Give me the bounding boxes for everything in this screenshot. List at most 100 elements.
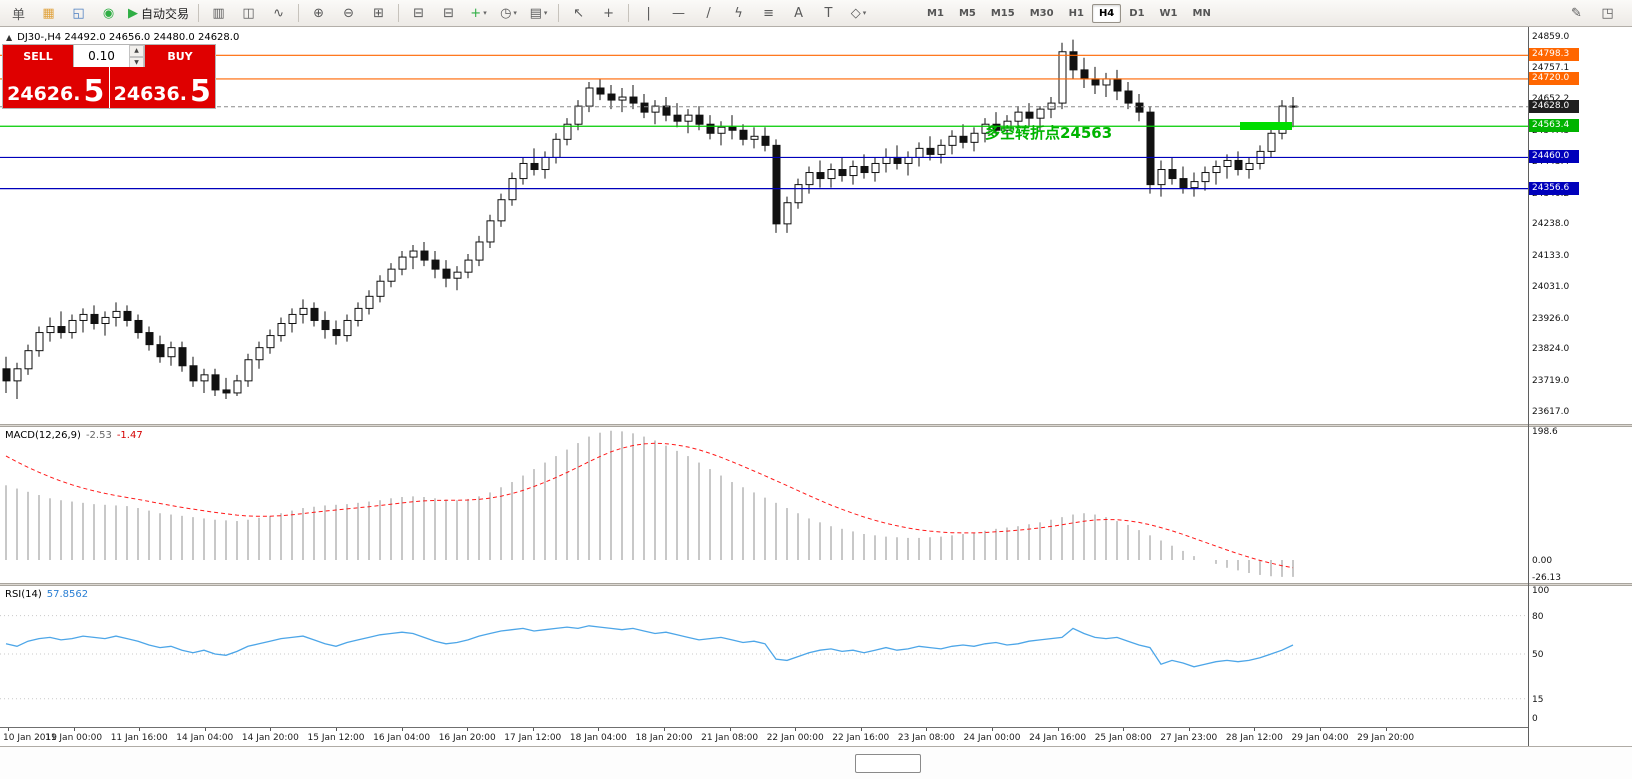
buy-price-button[interactable]: 24636. 5 bbox=[109, 67, 215, 108]
sell-price-button[interactable]: 24626. 5 bbox=[3, 67, 109, 108]
timeframe-d1[interactable]: D1 bbox=[1129, 7, 1145, 19]
time-tick bbox=[1188, 728, 1190, 731]
rsi-level-lines bbox=[0, 615, 1528, 700]
vline-tool-button[interactable]: | bbox=[634, 2, 663, 25]
macd-main-value: -2.53 bbox=[85, 430, 112, 441]
buy-button[interactable]: BUY bbox=[145, 45, 215, 67]
crosshair-icon: + bbox=[603, 5, 614, 21]
price-axis[interactable]: 24859.024757.124652.224547.324443.424340… bbox=[1529, 27, 1632, 424]
time-label: 11 Jan 16:00 bbox=[110, 733, 168, 743]
periods-button[interactable]: ◷ ▾ bbox=[494, 2, 523, 25]
auto-scroll-button[interactable]: ⊟ bbox=[404, 2, 433, 25]
axis-bottom-corner bbox=[1529, 727, 1632, 746]
timeframe-h4[interactable]: H4 bbox=[1091, 3, 1122, 23]
line-chart-button[interactable]: ∿ bbox=[264, 2, 293, 25]
time-tick bbox=[795, 728, 797, 731]
timeframe-mn[interactable]: MN bbox=[1192, 7, 1211, 19]
time-axis: 10 Jan 2019 11 Jan 00:00 11 Jan 16:00 14 Ja… bbox=[0, 727, 1528, 747]
timeframe-m15[interactable]: M15 bbox=[990, 7, 1015, 19]
trendline-tool-button[interactable]: / bbox=[694, 2, 723, 25]
toolbar: 单 ▦ ◱ ◉ ▶ 自动交易 ▥ ◫ ∿ ⊕ ⊖ ⊞ ⊟ ⊟ + ▾ ◷ ▾ ▤ ▾ … bbox=[0, 0, 1632, 27]
time-tick bbox=[8, 728, 9, 731]
dropdown-icon: ▾ bbox=[483, 9, 487, 17]
price-chart-canvas[interactable] bbox=[0, 27, 1528, 424]
horizontal-scrollbar[interactable] bbox=[0, 746, 1632, 779]
toolbar-divider bbox=[398, 4, 400, 22]
autotrade-button[interactable]: ▶ 自动交易 bbox=[124, 2, 193, 25]
price-tag: 24798.3 bbox=[1529, 48, 1579, 62]
chart-shift-button[interactable]: ⊟ bbox=[434, 2, 463, 25]
time-label: 11 Jan 00:00 bbox=[45, 733, 103, 743]
channel-icon: ϟ bbox=[734, 5, 743, 21]
time-tick bbox=[336, 728, 337, 731]
green-highlight-segment[interactable] bbox=[1240, 122, 1292, 131]
time-label: 18 Jan 20:00 bbox=[635, 733, 693, 743]
time-tick bbox=[1385, 728, 1387, 731]
channel-tool-button[interactable]: ϟ bbox=[724, 2, 753, 25]
toolbar-divider bbox=[558, 4, 560, 22]
chart-title: DJ30-,H4 24492.0 24656.0 24480.0 24628.0 bbox=[17, 32, 240, 43]
timeframe-m5[interactable]: M5 bbox=[958, 7, 976, 19]
zoom-in-button[interactable]: ⊕ bbox=[304, 2, 333, 25]
community-button[interactable]: ◳ bbox=[1593, 2, 1622, 25]
fibonacci-tool-button[interactable]: ≡ bbox=[754, 2, 783, 25]
label-tool-button[interactable]: T bbox=[814, 2, 843, 25]
timeframe-h1[interactable]: H1 bbox=[1068, 7, 1084, 19]
one-click-collapse-arrow[interactable]: ▲ bbox=[6, 33, 13, 42]
sell-button[interactable]: SELL bbox=[3, 45, 73, 67]
cursor-button[interactable]: ↖ bbox=[564, 2, 593, 25]
time-label: 22 Jan 00:00 bbox=[766, 733, 824, 743]
cursor-icon: ↖ bbox=[573, 5, 584, 21]
price-tick-label: 23824.0 bbox=[1532, 344, 1570, 355]
tile-windows-button[interactable]: ⊞ bbox=[364, 2, 393, 25]
time-label: 29 Jan 20:00 bbox=[1357, 733, 1415, 743]
time-label: 28 Jan 12:00 bbox=[1225, 733, 1283, 743]
compose-button[interactable]: ✎ bbox=[1562, 2, 1591, 25]
volume-value[interactable]: 0.10 bbox=[88, 49, 115, 63]
time-tick bbox=[270, 728, 272, 731]
chat-icon: ◳ bbox=[1601, 5, 1614, 21]
bar-chart-button[interactable]: ▥ bbox=[204, 2, 233, 25]
pane-divider[interactable] bbox=[0, 424, 1528, 427]
market-watch-button[interactable]: ◉ bbox=[94, 2, 123, 25]
rsi-scale-label: 80 bbox=[1532, 611, 1544, 622]
time-label: 15 Jan 12:00 bbox=[307, 733, 365, 743]
time-tick bbox=[1320, 728, 1321, 731]
scrollbar-thumb[interactable] bbox=[855, 754, 921, 773]
rsi-pane: RSI(14) 57.8562 bbox=[0, 586, 1528, 727]
price-tick-label: 24031.0 bbox=[1532, 281, 1570, 292]
price-tag: 24720.0 bbox=[1529, 71, 1579, 85]
chart-shift-icon: ⊟ bbox=[443, 5, 454, 21]
candlestick-chart-button[interactable]: ◫ bbox=[234, 2, 263, 25]
shapes-tool-button[interactable]: ◇ ▾ bbox=[844, 2, 873, 25]
hline-tool-button[interactable]: — bbox=[664, 2, 693, 25]
clock-icon: ◷ bbox=[500, 5, 512, 21]
rsi-label: RSI(14) 57.8562 bbox=[5, 589, 88, 600]
axis-divider bbox=[1529, 583, 1632, 586]
timeframe-m30[interactable]: M30 bbox=[1029, 7, 1054, 19]
macd-canvas[interactable] bbox=[0, 427, 1528, 583]
volume-stepper[interactable]: 0.10 ▲ ▼ bbox=[73, 45, 145, 69]
macd-scale-label: 198.6 bbox=[1532, 427, 1558, 437]
time-label: 10 Jan 2019 bbox=[3, 733, 57, 743]
history-center-button[interactable]: ◱ bbox=[64, 2, 93, 25]
volume-increase-button[interactable]: ▲ bbox=[129, 45, 144, 57]
time-label: 22 Jan 16:00 bbox=[832, 733, 890, 743]
indicators-button[interactable]: + ▾ bbox=[464, 2, 493, 25]
crosshair-button[interactable]: + bbox=[594, 2, 623, 25]
time-tick bbox=[1254, 728, 1256, 731]
time-tick bbox=[139, 728, 141, 731]
charts-button[interactable]: ▦ bbox=[34, 2, 63, 25]
timeframe-m1[interactable]: M1 bbox=[927, 7, 944, 19]
text-tool-button[interactable]: A bbox=[784, 2, 813, 25]
main-chart-pane: ▲ DJ30-,H4 24492.0 24656.0 24480.0 24628… bbox=[0, 27, 1528, 424]
rsi-scale-label: 100 bbox=[1532, 586, 1550, 596]
hline-icon: — bbox=[672, 5, 686, 21]
rsi-canvas[interactable] bbox=[0, 586, 1528, 727]
templates-button[interactable]: ▤ ▾ bbox=[524, 2, 553, 25]
pane-divider[interactable] bbox=[0, 583, 1528, 586]
new-order-button[interactable]: 单 bbox=[4, 2, 33, 25]
rsi-line bbox=[5, 625, 1294, 668]
zoom-out-button[interactable]: ⊖ bbox=[334, 2, 363, 25]
timeframe-w1[interactable]: W1 bbox=[1159, 7, 1178, 19]
